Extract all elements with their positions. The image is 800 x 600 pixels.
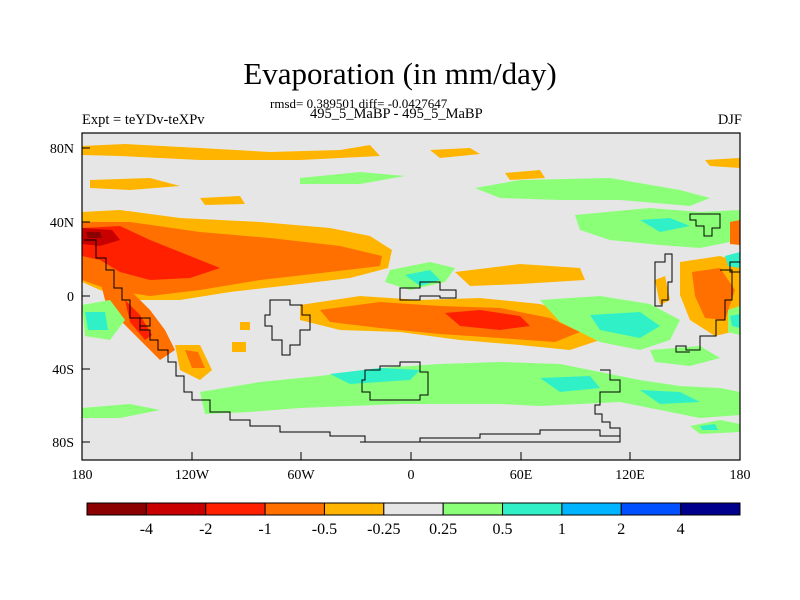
colorbar-swatch <box>205 502 266 516</box>
colorbar-label: 2 <box>617 521 625 538</box>
coastline-island <box>139 317 151 327</box>
contour-region <box>505 170 545 180</box>
coastline-island <box>729 261 740 273</box>
contour-region <box>85 312 108 330</box>
contour-region <box>330 368 420 384</box>
colorbar: -4 -2 -1 -0.5 -0.25 0.25 0.5 1 2 4 <box>86 502 741 538</box>
colorbar-swatch <box>264 502 325 516</box>
contour-region <box>445 310 530 330</box>
contour-region <box>692 268 735 320</box>
contour-region <box>655 276 670 305</box>
x-tick-label: 60W <box>287 468 315 483</box>
colorbar-swatch <box>561 502 622 516</box>
plot-subtitle: 495_5_MaBP - 495_5_MaBP <box>310 106 483 122</box>
coastline-southeast <box>594 369 621 440</box>
coastline-antarctic-block <box>361 361 429 401</box>
y-tick-label: 40N <box>50 216 74 231</box>
experiment-label: Expt = teYDv-teXPv <box>82 112 205 128</box>
contour-region <box>232 342 246 352</box>
contour-fills <box>82 144 740 434</box>
contour-region <box>86 232 102 238</box>
colorbar-label: 1 <box>558 521 566 538</box>
x-tick-label: 120E <box>615 468 645 483</box>
x-tick-label: 180 <box>730 468 751 483</box>
contour-region <box>82 144 380 160</box>
contour-region <box>590 312 660 338</box>
colorbar-label: 0.5 <box>493 521 513 538</box>
colorbar-label: -2 <box>199 521 212 538</box>
contour-region <box>640 218 690 232</box>
colorbar-swatch <box>86 502 147 516</box>
colorbar-label: -4 <box>140 521 153 538</box>
contour-region <box>455 264 585 286</box>
coastline-east-continent <box>689 213 721 237</box>
coastline-east-boundary <box>675 269 733 353</box>
colorbar-label: 0.25 <box>429 521 457 538</box>
x-tick-label: 0 <box>408 468 415 483</box>
colorbar-label: -1 <box>258 521 271 538</box>
x-tick-label: 60E <box>510 468 533 483</box>
plot-title: Evaporation (in mm/day) <box>243 56 557 91</box>
contour-region <box>300 172 405 184</box>
contour-region <box>650 346 720 366</box>
axis-ticks <box>81 147 741 460</box>
season-label: DJF <box>717 112 742 128</box>
coastline-south-america <box>84 239 621 443</box>
colorbar-swatch <box>502 502 563 516</box>
colorbar-swatch <box>442 502 504 516</box>
contour-region <box>730 314 740 328</box>
colorbar-label: -0.25 <box>367 521 400 538</box>
contour-region <box>730 220 740 245</box>
contour-region <box>200 196 245 205</box>
contour-region <box>640 390 700 404</box>
y-tick-label: 0 <box>67 290 74 305</box>
contour-region <box>185 350 205 368</box>
stats-text: rmsd= 0.389501 diff= -0.0427647 <box>270 96 448 111</box>
coastline-maritime <box>399 281 457 301</box>
contour-region <box>540 376 600 392</box>
colorbar-label: -0.5 <box>312 521 337 538</box>
colorbar-swatch <box>680 502 741 516</box>
contour-region <box>700 424 718 430</box>
y-tick-label: 80S <box>52 436 74 451</box>
y-tick-label: 80N <box>50 142 74 157</box>
coastlines <box>84 213 740 443</box>
contour-region <box>475 178 710 206</box>
coastline-africa <box>264 299 311 356</box>
contour-region <box>82 404 160 418</box>
contour-region <box>240 322 250 330</box>
coastline-west-continent <box>654 253 673 307</box>
y-tick-label: 40S <box>52 363 74 378</box>
x-tick-label: 180 <box>72 468 93 483</box>
contour-region <box>725 252 740 268</box>
colorbar-swatch <box>145 502 207 516</box>
contour-region <box>320 302 580 342</box>
colorbar-swatch <box>620 502 682 516</box>
x-tick-label: 120W <box>175 468 210 483</box>
colorbar-swatch <box>383 502 444 516</box>
colorbar-swatch <box>323 502 385 516</box>
contour-region <box>430 148 480 158</box>
contour-region <box>90 178 180 190</box>
colorbar-label: 4 <box>677 521 685 538</box>
contour-region <box>705 158 740 168</box>
